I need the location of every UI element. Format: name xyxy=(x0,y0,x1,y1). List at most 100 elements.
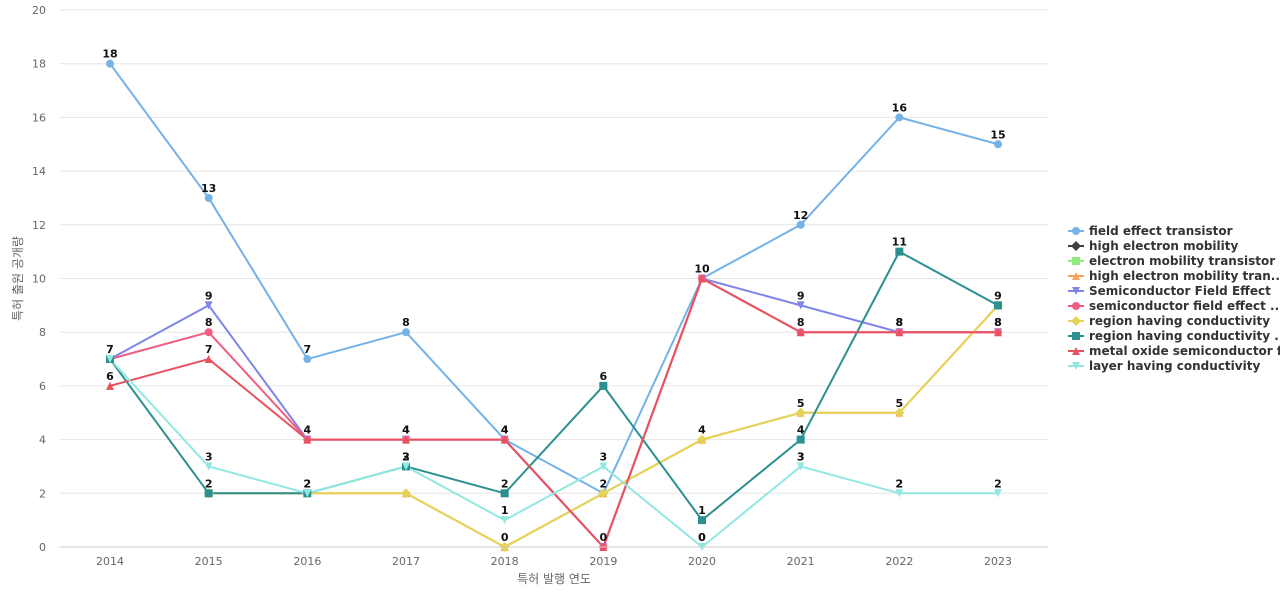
x-tick-label: 2020 xyxy=(688,555,716,568)
data-label: 4 xyxy=(698,424,706,437)
data-label: 4 xyxy=(402,424,410,437)
legend-label: metal oxide semiconductor f... xyxy=(1089,344,1280,358)
point-marker xyxy=(204,462,213,471)
data-label: 8 xyxy=(896,316,904,329)
legend-item[interactable]: region having conductivity ... xyxy=(1068,329,1280,343)
data-label: 2 xyxy=(896,477,904,490)
data-label: 15 xyxy=(990,128,1005,141)
series-markers xyxy=(106,59,1003,552)
data-label: 9 xyxy=(797,289,805,302)
y-tick-label: 2 xyxy=(39,487,46,500)
point-marker xyxy=(894,407,905,418)
data-label: 8 xyxy=(205,316,213,329)
data-label: 4 xyxy=(402,424,410,437)
data-label: 2 xyxy=(304,477,312,490)
data-label: 6 xyxy=(600,370,608,383)
data-label: 5 xyxy=(797,397,805,410)
legend-item[interactable]: metal oxide semiconductor f... xyxy=(1068,344,1280,358)
legend-item[interactable]: field effect transistor xyxy=(1068,224,1233,238)
data-label: 9 xyxy=(994,289,1002,302)
point-marker xyxy=(204,193,213,202)
point-marker xyxy=(796,462,805,471)
legend-item[interactable]: region having conductivity xyxy=(1068,314,1270,328)
y-tick-label: 16 xyxy=(32,111,46,124)
data-label: 1 xyxy=(501,504,509,517)
data-label: 3 xyxy=(600,450,608,463)
point-marker xyxy=(599,462,608,471)
data-label: 8 xyxy=(994,316,1002,329)
y-tick-label: 18 xyxy=(32,58,46,71)
point-marker xyxy=(303,489,312,498)
point-marker xyxy=(204,301,213,310)
point-marker xyxy=(1072,272,1080,280)
point-marker xyxy=(204,328,213,337)
legend-label: layer having conductivity xyxy=(1089,359,1260,373)
data-label: 8 xyxy=(402,316,410,329)
data-label: 8 xyxy=(797,316,805,329)
point-marker xyxy=(697,434,707,445)
legend-item[interactable]: electron mobility transistor xyxy=(1068,254,1275,268)
point-marker xyxy=(599,381,608,390)
point-marker xyxy=(598,488,609,499)
point-marker xyxy=(895,489,904,498)
legend-label: field effect transistor xyxy=(1089,224,1233,238)
y-tick-label: 0 xyxy=(39,541,46,554)
point-marker xyxy=(796,435,805,444)
y-tick-label: 10 xyxy=(32,273,46,286)
point-marker xyxy=(796,328,805,337)
legend-item[interactable]: semiconductor field effect ... xyxy=(1068,299,1280,313)
data-label: 3 xyxy=(797,450,805,463)
point-marker xyxy=(1071,316,1081,326)
legend-item[interactable]: Semiconductor Field Effect xyxy=(1068,284,1271,298)
legend-item[interactable]: layer having conductivity xyxy=(1068,359,1260,373)
point-marker xyxy=(106,355,114,364)
legend-label: semiconductor field effect ... xyxy=(1089,299,1280,313)
point-marker xyxy=(106,59,114,68)
data-label: 2 xyxy=(304,477,312,490)
data-label: 10 xyxy=(694,263,710,276)
data-label: 7 xyxy=(205,343,213,356)
legend-item[interactable]: high electron mobility tran... xyxy=(1068,269,1280,283)
x-tick-label: 2017 xyxy=(392,555,420,568)
y-tick-label: 20 xyxy=(32,4,46,17)
y-tick-label: 14 xyxy=(32,165,46,178)
point-marker xyxy=(402,435,410,444)
data-label: 3 xyxy=(402,450,410,463)
x-tick-label: 2022 xyxy=(885,555,913,568)
point-marker xyxy=(1072,347,1080,355)
data-label: 5 xyxy=(896,397,904,410)
data-label: 12 xyxy=(793,209,808,222)
series-line xyxy=(109,250,999,522)
data-label: 16 xyxy=(892,101,908,114)
point-marker xyxy=(994,489,1002,498)
data-label: 0 xyxy=(698,531,706,544)
legend-label: electron mobility transistor xyxy=(1089,254,1275,268)
series-line xyxy=(109,63,999,495)
point-marker xyxy=(500,435,509,444)
point-marker xyxy=(303,355,312,364)
data-label: 18 xyxy=(102,48,117,61)
point-marker xyxy=(895,328,904,337)
point-marker xyxy=(994,301,1002,310)
point-marker xyxy=(106,381,114,390)
point-marker xyxy=(1072,287,1080,295)
x-tick-label: 2015 xyxy=(195,555,223,568)
data-label: 2 xyxy=(205,477,213,490)
series-line xyxy=(208,304,999,548)
x-tick-label: 2016 xyxy=(293,555,321,568)
point-marker xyxy=(402,328,410,337)
data-label: 2 xyxy=(501,477,509,490)
point-marker xyxy=(994,328,1002,337)
point-marker xyxy=(303,435,312,444)
legend-label: region having conductivity xyxy=(1089,314,1270,328)
data-label: 4 xyxy=(501,424,509,437)
legend-item[interactable]: high electron mobility xyxy=(1068,239,1239,253)
point-marker xyxy=(204,489,213,498)
y-axis-title: 특허 출원 공개량 xyxy=(11,236,25,321)
point-marker xyxy=(796,220,805,229)
data-label: 4 xyxy=(797,424,805,437)
y-tick-label: 12 xyxy=(32,219,46,232)
x-tick-label: 2019 xyxy=(589,555,617,568)
